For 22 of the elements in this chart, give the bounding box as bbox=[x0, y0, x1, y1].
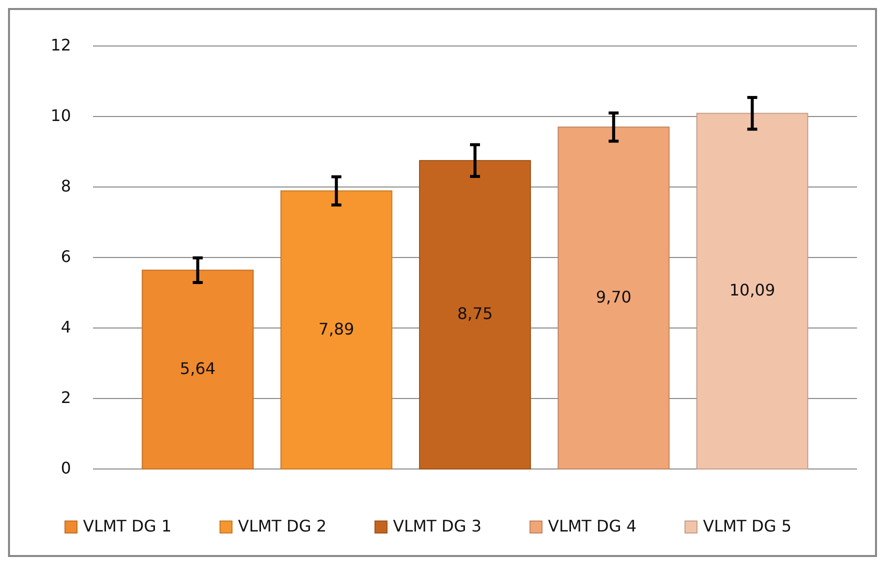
y-tick-label: 0 bbox=[60, 458, 71, 478]
data-label: 9,70 bbox=[596, 287, 632, 306]
data-label: 8,75 bbox=[457, 304, 493, 324]
y-tick-label: 8 bbox=[60, 176, 71, 196]
bar bbox=[419, 160, 531, 470]
data-label: 7,89 bbox=[318, 319, 354, 338]
data-label: 5,64 bbox=[180, 358, 216, 378]
bar bbox=[558, 126, 670, 470]
bar bbox=[280, 190, 392, 470]
y-tick-label: 12 bbox=[50, 35, 71, 54]
legend-label: VLMT DG 3 bbox=[393, 516, 482, 536]
legend-label: VLMT DG 4 bbox=[548, 516, 637, 536]
legend-label: VLMT DG 1 bbox=[83, 516, 172, 536]
y-tick-label: 2 bbox=[60, 388, 71, 407]
y-tick-label: 4 bbox=[60, 317, 71, 336]
data-label: 10,09 bbox=[729, 280, 776, 300]
y-tick-label: 10 bbox=[50, 106, 71, 125]
legend-label: VLMT DG 5 bbox=[703, 516, 792, 536]
legend-label: VLMT DG 2 bbox=[238, 516, 327, 536]
bar bbox=[696, 112, 808, 470]
y-tick-label: 6 bbox=[60, 246, 71, 266]
bar bbox=[142, 270, 254, 470]
